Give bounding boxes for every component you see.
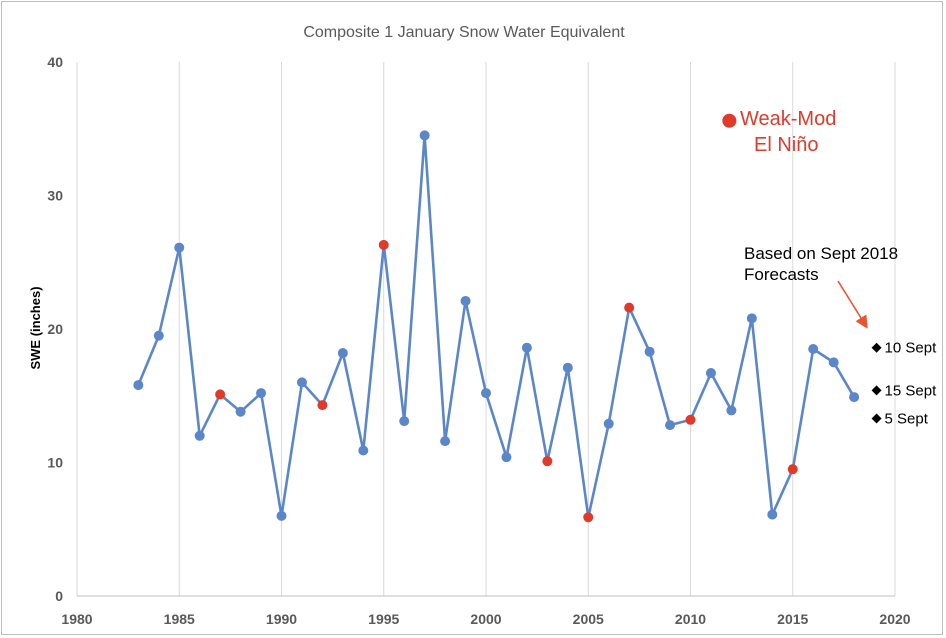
data-point-1986	[194, 430, 205, 441]
y-axis-label: SWE (inches)	[28, 286, 43, 369]
data-point-1994	[358, 445, 369, 456]
data-point-1997	[419, 130, 430, 141]
forecast-marker-5-sept	[871, 413, 882, 424]
x-tick-1985: 1985	[164, 611, 195, 627]
x-tick-2015: 2015	[777, 611, 808, 627]
legend-label-line1: Weak-Mod	[740, 108, 836, 130]
forecast-marker-15-sept	[871, 385, 882, 396]
annotation-line2: Forecasts	[744, 265, 819, 284]
data-point-1984	[153, 330, 164, 341]
data-point-1998	[440, 436, 451, 447]
data-point-1988	[235, 406, 246, 417]
forecast-label-10-sept: 10 Sept	[885, 340, 938, 357]
forecast-label-15-sept: 15 Sept	[885, 382, 938, 399]
data-point-2005	[583, 512, 594, 523]
x-tick-2010: 2010	[675, 611, 706, 627]
legend-label-line2: El Niño	[754, 134, 818, 156]
gridlines	[76, 62, 896, 596]
data-point-1987	[215, 389, 226, 400]
legend-marker	[722, 113, 737, 128]
y-tick-30: 30	[47, 188, 63, 204]
data-point-2008	[644, 346, 655, 357]
y-tick-0: 0	[55, 588, 63, 604]
data-point-1983	[133, 380, 144, 391]
data-point-2001	[501, 452, 512, 463]
data-point-2009	[665, 420, 676, 431]
data-point-2016	[808, 344, 819, 355]
x-tick-2000: 2000	[470, 611, 501, 627]
x-tick-labels: 1980 1985 1990 1995 2000 2005 2010 2015 2020	[61, 611, 910, 627]
series-swe	[133, 130, 860, 523]
x-tick-2005: 2005	[573, 611, 604, 627]
data-point-1996	[399, 416, 410, 427]
data-point-2017	[828, 357, 839, 368]
data-point-1993	[337, 348, 348, 359]
x-tick-1990: 1990	[266, 611, 297, 627]
annotation-line1: Based on Sept 2018	[744, 244, 898, 263]
data-point-1991	[296, 377, 307, 388]
data-point-2004	[562, 362, 573, 373]
data-point-2006	[603, 418, 614, 429]
data-point-2000	[481, 388, 491, 399]
data-point-1992	[317, 400, 328, 411]
forecast-marker-10-sept	[871, 342, 882, 353]
data-point-2011	[705, 368, 716, 379]
annotation-arrow	[837, 280, 868, 329]
chart-title: Composite 1 January Snow Water Equivalen…	[303, 24, 625, 41]
forecast-label-5-sept: 5 Sept	[885, 410, 929, 427]
data-point-2015	[787, 464, 798, 475]
forecast-annotation: Based on Sept 2018 Forecasts	[744, 244, 898, 329]
x-tick-2020: 2020	[879, 611, 910, 627]
y-tick-labels: 0 10 20 30 40	[47, 54, 63, 604]
x-tick-1980: 1980	[61, 611, 92, 627]
x-tick-1995: 1995	[368, 611, 399, 627]
data-point-2012	[726, 405, 737, 416]
data-point-2002	[521, 342, 532, 353]
data-point-2007	[624, 302, 635, 313]
y-tick-10: 10	[47, 455, 63, 471]
data-point-2003	[542, 456, 553, 467]
y-tick-20: 20	[47, 321, 63, 337]
data-point-2014	[767, 509, 778, 520]
data-point-1985	[174, 242, 185, 253]
data-point-1995	[378, 239, 389, 250]
data-point-1990	[276, 510, 287, 521]
data-point-1989	[256, 388, 267, 399]
data-point-2010	[685, 414, 696, 425]
data-point-2018	[849, 392, 860, 403]
y-tick-40: 40	[47, 54, 63, 70]
legend: Weak-Mod El Niño	[722, 108, 836, 156]
series-line	[137, 134, 856, 519]
data-point-1999	[460, 295, 471, 306]
forecast-markers: 10 Sept 15 Sept 5 Sept	[871, 340, 938, 427]
data-point-2013	[746, 313, 757, 324]
